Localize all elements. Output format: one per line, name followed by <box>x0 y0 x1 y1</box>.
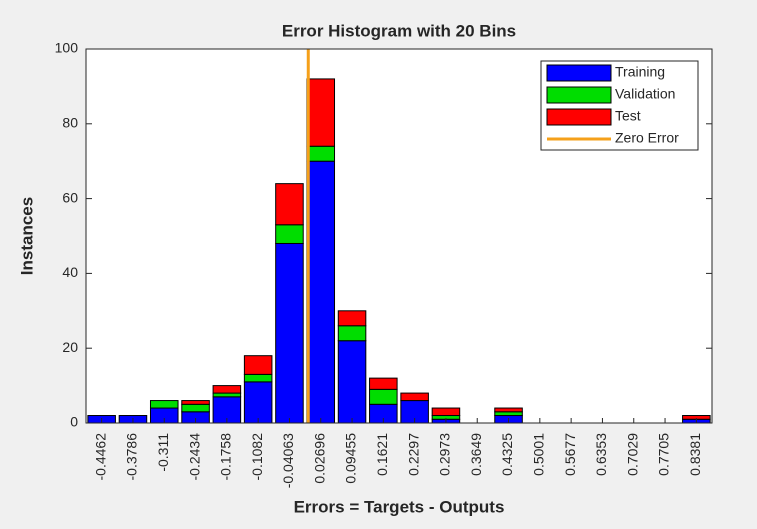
bar-segment <box>149 400 179 409</box>
legend-label: Training <box>615 64 665 80</box>
bar-segment <box>243 355 273 375</box>
x-tick-label: 0.7705 <box>656 433 672 476</box>
x-tick-label: 0.7029 <box>624 433 640 476</box>
x-tick-label: 0.1621 <box>374 433 390 476</box>
y-tick-label: 20 <box>62 339 78 355</box>
bar-segment <box>337 310 367 327</box>
y-tick-label: 0 <box>70 414 78 430</box>
chart-title: Error Histogram with 20 Bins <box>282 21 516 40</box>
x-tick-label: -0.2434 <box>186 433 202 481</box>
x-tick-label: -0.1758 <box>218 433 234 481</box>
bar-segment <box>181 403 210 413</box>
x-tick-label: 0.02696 <box>311 433 327 484</box>
y-tick-label: 100 <box>55 40 79 56</box>
bar-segment <box>212 392 242 398</box>
x-axis-label: Errors = Targets - Outputs <box>294 497 505 516</box>
legend-label: Test <box>615 108 641 124</box>
legend-swatch <box>546 86 612 104</box>
legend-swatch <box>546 108 612 126</box>
bar-segment <box>369 388 398 405</box>
bar-segment <box>212 396 242 424</box>
bar-segment <box>275 242 304 424</box>
x-tick-label: 0.8381 <box>687 433 703 476</box>
y-tick-label: 40 <box>62 264 78 280</box>
x-tick-label: 0.5677 <box>562 433 578 476</box>
bar-segment <box>212 385 242 394</box>
x-tick-label: 0.4325 <box>499 433 515 476</box>
bar-segment <box>494 411 523 417</box>
x-tick-label: -0.1082 <box>249 433 265 481</box>
y-tick-label: 80 <box>62 115 78 131</box>
bar-segment <box>181 400 210 405</box>
bar-segment <box>369 377 398 390</box>
bar-segment <box>275 183 304 226</box>
x-tick-label: -0.3786 <box>124 433 140 481</box>
legend-swatch <box>546 64 612 82</box>
x-tick-label: 0.6353 <box>593 433 609 476</box>
x-tick-label: 0.3649 <box>468 433 484 476</box>
x-tick-label: -0.311 <box>155 433 171 472</box>
x-tick-label: 0.09455 <box>343 433 359 484</box>
legend-label: Zero Error <box>615 130 679 146</box>
bar-segment <box>243 381 273 424</box>
bar-segment <box>494 407 523 413</box>
axes-box <box>85 48 713 424</box>
x-tick-label: 0.2297 <box>405 433 421 476</box>
x-tick-label: 0.2973 <box>437 433 453 476</box>
y-tick-label: 60 <box>62 189 78 205</box>
bar-segment <box>275 224 304 244</box>
legend-label: Validation <box>615 86 675 102</box>
bar-segment <box>306 160 336 424</box>
bar-segment <box>431 407 461 417</box>
bar-segment <box>243 373 273 383</box>
bar-segment <box>400 392 429 402</box>
bar-segment <box>306 145 336 162</box>
x-tick-label: -0.04063 <box>280 433 296 488</box>
x-tick-label: 0.5001 <box>531 433 547 476</box>
bar-segment <box>337 325 367 342</box>
y-axis-label: Instances <box>17 197 36 275</box>
x-tick-label: -0.4462 <box>92 433 108 481</box>
bar-segment <box>306 78 336 147</box>
bar-segment <box>337 340 367 424</box>
